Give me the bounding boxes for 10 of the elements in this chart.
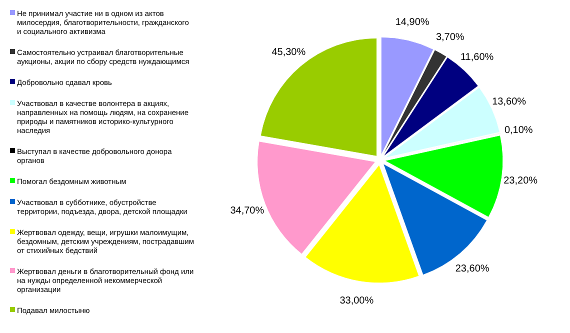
data-label: 45,30% — [272, 46, 306, 58]
data-label: 13,60% — [492, 96, 526, 108]
data-label: 23,20% — [504, 175, 538, 186]
data-label: 0,10% — [504, 124, 533, 136]
data-label: 3,70% — [436, 32, 464, 44]
data-label: 33,00% — [340, 296, 374, 307]
data-label: 14,90% — [395, 17, 430, 28]
data-label: 23,60% — [455, 263, 490, 274]
data-label: 34,70% — [230, 206, 264, 217]
data-label: 11,60% — [460, 52, 494, 63]
